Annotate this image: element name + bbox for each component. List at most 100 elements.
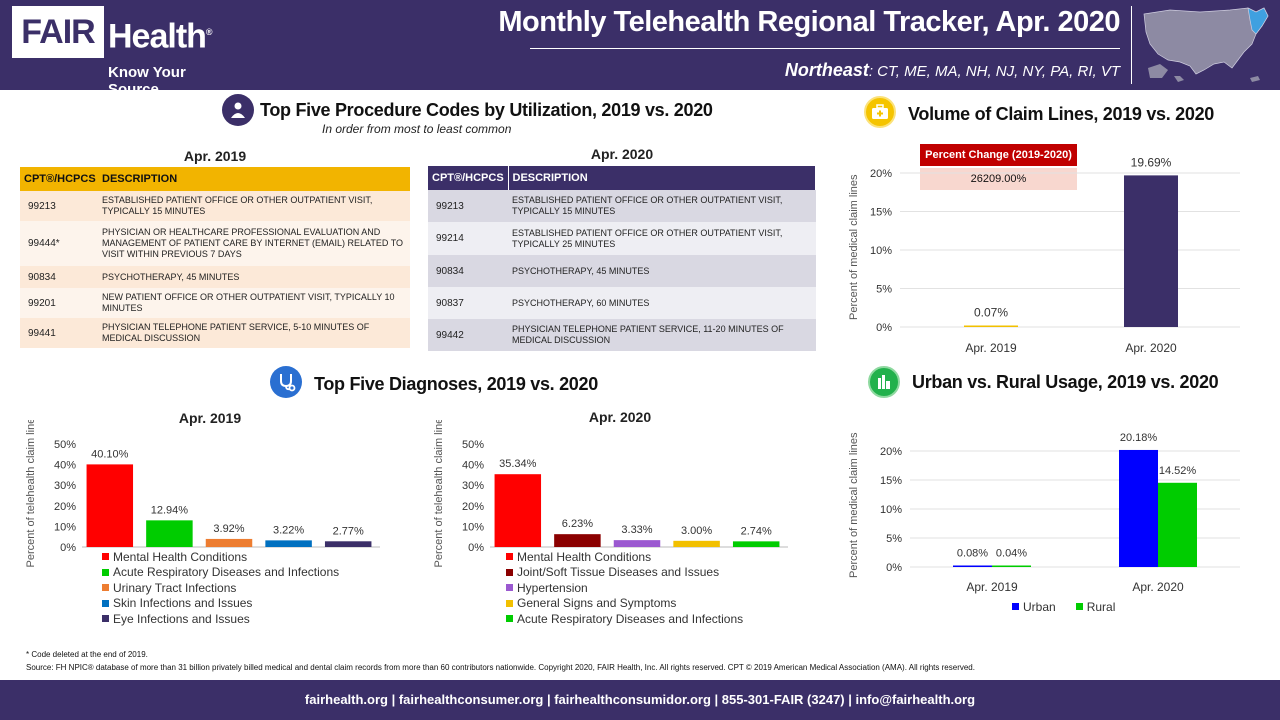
data-label: 3.00% (681, 525, 712, 537)
footer-contact-bar[interactable]: fairhealth.org | fairhealthconsumer.org … (0, 680, 1280, 720)
code-cell: 99441 (20, 318, 98, 348)
region-line: Northeast: CT, ME, MA, NH, NJ, NY, PA, R… (560, 60, 1120, 81)
y-axis-label: Percent of medical claim lines (848, 174, 860, 320)
data-label: 3.22% (273, 524, 304, 536)
bar (1158, 482, 1197, 567)
bar (494, 474, 542, 547)
procedure-codes-icon (222, 94, 254, 126)
legend-item: Eye Infections and Issues (102, 611, 339, 627)
data-label: 40.10% (91, 448, 129, 460)
legend-swatch (506, 599, 513, 607)
diagnoses-2020-chart: Percent of telehealth claim lines 50% 40% 3… (433, 420, 788, 568)
data-label: 35.34% (499, 458, 537, 470)
us-map-icon (1143, 7, 1269, 82)
legend-label: Hypertension (517, 580, 588, 595)
code-cell: 99213 (20, 191, 98, 221)
legend-label: Rural (1086, 599, 1116, 614)
table-row: 99214 ESTABLISHED PATIENT OFFICE OR OTHER… (428, 222, 816, 255)
page-title: Monthly Telehealth Regional Tracker, Apr… (498, 6, 1120, 38)
y-tick-label: 5% (876, 284, 892, 296)
table-row: 99213 ESTABLISHED PATIENT OFFICE OR OTHER… (428, 190, 816, 222)
data-label: 6.23% (562, 518, 593, 530)
volume-title: Volume of Claim Lines, 2019 vs. 2020 (908, 104, 1215, 124)
legend-item: Acute Respiratory Diseases and Infection… (102, 565, 339, 581)
bar (953, 565, 992, 567)
legend-item: Skin Infections and Issues (102, 596, 339, 612)
legend-label: Mental Health Conditions (517, 549, 652, 564)
description-cell: ESTABLISHED PATIENT OFFICE OR OTHER OUTP… (98, 191, 410, 221)
table-row: 90834 PSYCHOTHERAPY, 45 MINUTES (428, 255, 816, 287)
legend-label: Acute Respiratory Diseases and Infection… (517, 611, 744, 626)
x-tick-label: Apr. 2020 (1132, 580, 1184, 594)
y-tick-label: 5% (886, 533, 902, 545)
diag-2019-chart-title: Apr. 2019 (178, 410, 242, 426)
code-cell: 99201 (20, 288, 98, 318)
y-tick-label: 20% (880, 446, 902, 458)
y-tick-label: 10% (462, 521, 484, 533)
title-divider (530, 48, 1120, 49)
logo-health: Health® (108, 17, 213, 56)
legend-item: Rural (1075, 599, 1116, 615)
legend-label: Acute Respiratory Diseases and Infection… (113, 565, 340, 580)
table-header-row: CPT®/HCPCS DESCRIPTION (20, 167, 410, 191)
y-tick-label: 40% (54, 460, 76, 472)
legend-swatch (506, 553, 513, 561)
bar (146, 520, 193, 547)
legend-label: Urinary Tract Infections (113, 580, 237, 595)
region-name: Northeast (784, 60, 869, 80)
diagnoses-2020-legend: Mental Health Conditions Joint/Soft Tissu… (506, 549, 743, 627)
bar (673, 540, 720, 547)
legend-item: Hypertension (506, 580, 743, 596)
y-axis-label: Percent of telehealth claim lines (433, 420, 445, 568)
table-row: 99201 NEW PATIENT OFFICE OR OTHER OUTPATI… (20, 288, 410, 318)
bar (732, 541, 780, 547)
table-2019-title: Apr. 2019 (183, 148, 247, 164)
description-cell: ESTABLISHED PATIENT OFFICE OR OTHER OUTP… (508, 222, 816, 255)
diagnoses-title: Top Five Diagnoses, 2019 vs. 2020 (314, 374, 598, 394)
legend-item: Urban (1012, 599, 1056, 615)
footnote: * Code deleted at the end of 2019. (26, 650, 148, 659)
x-tick-label: Apr. 2019 (965, 341, 1017, 355)
data-label: 3.33% (621, 524, 652, 536)
source-note: Source: FH NPIC® database of more than 3… (26, 663, 975, 672)
medical-kit-icon (864, 96, 896, 128)
data-label: 20.18% (1120, 432, 1158, 444)
description-cell: PHYSICIAN TELEPHONE PATIENT SERVICE, 5-1… (98, 318, 410, 348)
y-tick-label: 20% (54, 501, 76, 513)
y-tick-label: 30% (462, 480, 484, 492)
table-row: 99213 ESTABLISHED PATIENT OFFICE OR OTHER… (20, 191, 410, 221)
legend-item: General Signs and Symptoms (506, 596, 743, 612)
legend-label: General Signs and Symptoms (517, 596, 677, 611)
description-cell: PSYCHOTHERAPY, 60 MINUTES (508, 287, 816, 319)
legend-label: Eye Infections and Issues (113, 611, 250, 626)
code-cell: 90834 (20, 266, 98, 288)
bar (205, 538, 253, 547)
code-cell: 99214 (428, 222, 508, 255)
bar (324, 541, 372, 547)
y-tick-label: 0% (886, 562, 902, 574)
fair-health-logo[interactable]: FAIR Health® Know Your Source (12, 6, 222, 98)
legend-swatch (506, 615, 513, 623)
procedure-table-2020: CPT®/HCPCS DESCRIPTION 99213 ESTABLISHED … (428, 166, 816, 351)
y-tick-label: 10% (54, 521, 76, 533)
legend-item: Mental Health Conditions (102, 549, 339, 565)
legend-swatch (102, 615, 109, 623)
legend-swatch (102, 568, 109, 576)
description-cell: PSYCHOTHERAPY, 45 MINUTES (508, 255, 816, 287)
diagnoses-2019-chart: Percent of telehealth claim lines 50% 40% 3… (25, 420, 380, 568)
legend-item: Joint/Soft Tissue Diseases and Issues (506, 565, 743, 581)
legend-label: Mental Health Conditions (113, 549, 248, 564)
y-tick-label: 0% (468, 542, 484, 554)
y-tick-label: 40% (462, 460, 484, 472)
table-row: 90837 PSYCHOTHERAPY, 60 MINUTES (428, 287, 816, 319)
data-label: 3.92% (213, 523, 244, 535)
header-divider (1131, 6, 1132, 84)
description-cell: NEW PATIENT OFFICE OR OTHER OUTPATIENT V… (98, 288, 410, 318)
stethoscope-icon (270, 366, 302, 398)
legend-label: Urban (1023, 599, 1056, 614)
header-banner (0, 0, 1280, 90)
code-cell: 99213 (428, 190, 508, 222)
bar (964, 325, 1018, 327)
column-header-code: CPT®/HCPCS (20, 167, 98, 191)
table-row: 90834 PSYCHOTHERAPY, 45 MINUTES (20, 266, 410, 288)
